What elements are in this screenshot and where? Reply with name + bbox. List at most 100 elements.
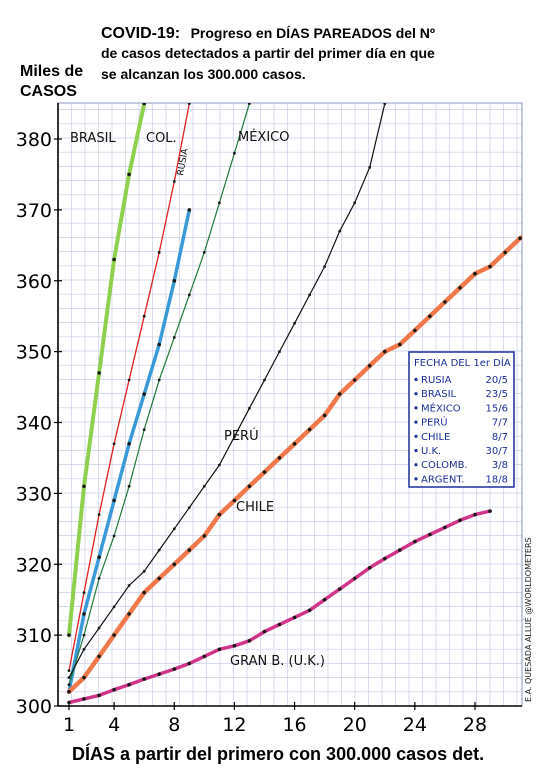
legend-date: 7/7 <box>492 418 508 429</box>
legend-country: MÉXICO <box>421 401 461 414</box>
data-point-uk <box>247 639 252 643</box>
series-label-brasil: BRASIL <box>70 131 116 146</box>
y-axis-label-line-2: CASOS <box>20 83 77 100</box>
data-point-peru <box>308 293 311 297</box>
data-point-chile <box>97 654 101 659</box>
x-tick-label: 1 <box>63 714 75 736</box>
data-point-chile <box>172 562 177 567</box>
data-point-colombia <box>97 513 101 516</box>
data-point-uk <box>172 667 177 671</box>
data-point-uk <box>187 661 192 666</box>
data-point-chile <box>82 675 86 680</box>
data-point-chile <box>232 498 237 503</box>
data-point-uk <box>277 622 282 627</box>
series-label-peru: PERÚ <box>224 428 259 444</box>
series-label-chile: CHILE <box>236 500 274 515</box>
series-line-peru <box>68 103 386 679</box>
legend-country: ARGENT. <box>421 474 464 485</box>
data-point-chile <box>292 442 297 446</box>
data-point-uk <box>367 566 372 570</box>
data-point-chile <box>202 534 207 538</box>
legend-date: 18/8 <box>486 474 508 485</box>
data-point-chile <box>112 633 116 637</box>
data-point-rusia <box>157 342 161 347</box>
x-tick-label: 28 <box>463 714 487 736</box>
series-label-uk: GRAN B. (U.K.) <box>230 654 325 669</box>
title-bold: COVID-19: <box>101 25 180 42</box>
data-point-brasil <box>142 103 146 106</box>
data-point-uk <box>292 615 297 620</box>
data-point-uk <box>473 512 477 517</box>
data-point-chile <box>428 314 432 319</box>
legend-date: 23/5 <box>486 389 508 400</box>
data-point-brasil <box>82 484 86 489</box>
data-point-chile <box>142 590 146 595</box>
data-point-peru <box>383 103 387 105</box>
legend-bullet <box>414 392 418 396</box>
data-point-uk <box>262 629 267 634</box>
data-point-uk <box>383 556 387 561</box>
data-point-chile <box>503 250 507 255</box>
series-label-mexico: MÉXICO <box>238 129 289 145</box>
data-point-peru <box>142 569 146 573</box>
series-label-colombia: COL. <box>146 131 177 146</box>
legend-title: FECHA DEL 1er DÍA <box>414 356 511 369</box>
data-point-chile <box>383 349 387 354</box>
data-point-chile <box>217 512 222 517</box>
data-point-chile <box>398 342 402 347</box>
title-rest: Progreso en DÍAS PAREADOS del Nº <box>191 25 435 41</box>
data-point-chile <box>187 548 192 552</box>
data-point-mexico <box>142 428 146 431</box>
data-point-colombia <box>172 180 176 183</box>
legend-date: 20/5 <box>486 375 508 386</box>
legend-bullet <box>414 434 418 438</box>
series-line-brasil <box>67 103 147 638</box>
data-point-uk <box>458 518 462 523</box>
data-point-mexico <box>82 633 86 637</box>
data-point-rusia <box>172 279 177 283</box>
data-point-chile <box>443 300 447 304</box>
data-point-colombia <box>127 378 131 382</box>
x-tick-label: 8 <box>168 714 180 736</box>
data-point-uk <box>97 693 101 698</box>
legend-date: 30/7 <box>486 446 508 457</box>
data-point-colombia <box>157 251 161 254</box>
y-tick-label: 340 <box>16 413 52 435</box>
legend-frame <box>408 351 515 488</box>
data-point-peru <box>187 506 191 509</box>
legend-bullet <box>414 420 418 424</box>
series-layer <box>66 103 522 705</box>
data-point-uk <box>217 647 222 652</box>
y-axis-label-line-1: Miles de <box>20 63 83 80</box>
data-point-brasil <box>97 371 101 375</box>
data-point-peru <box>323 265 326 268</box>
data-point-chile <box>458 286 462 290</box>
title-line-2: de casos detectados a partir del primer … <box>101 45 435 61</box>
data-point-peru <box>97 626 101 630</box>
data-point-uk <box>337 587 342 591</box>
data-point-chile <box>322 413 327 418</box>
data-point-mexico <box>127 484 131 488</box>
data-point-peru <box>127 584 131 587</box>
data-point-peru <box>338 229 342 233</box>
y-tick-label: 310 <box>16 625 52 647</box>
x-axis-label: DÍAS a partir del primero con 300.000 ca… <box>72 743 484 764</box>
data-point-mexico <box>172 336 176 339</box>
data-point-rusia <box>82 612 86 616</box>
data-point-colombia <box>112 442 116 446</box>
data-point-colombia <box>67 669 71 672</box>
data-point-chile <box>67 690 71 694</box>
y-tick-label: 360 <box>16 271 52 293</box>
data-point-uk <box>307 608 312 613</box>
x-tick-label: 16 <box>282 714 306 736</box>
x-tick-label: 4 <box>108 714 120 736</box>
series-labels: BRASIL COL.RUSIA MÉXICO PERÚ CHILE GRAN B. (U… <box>70 129 325 669</box>
legend-bullet <box>414 463 418 467</box>
chart-title: COVID-19: Progreso en DÍAS PAREADOS del … <box>101 25 435 42</box>
data-point-peru <box>233 435 236 439</box>
data-point-rusia <box>97 555 101 559</box>
data-point-peru <box>112 605 116 609</box>
data-point-chile <box>127 612 131 616</box>
x-tick-label: 24 <box>403 714 427 736</box>
